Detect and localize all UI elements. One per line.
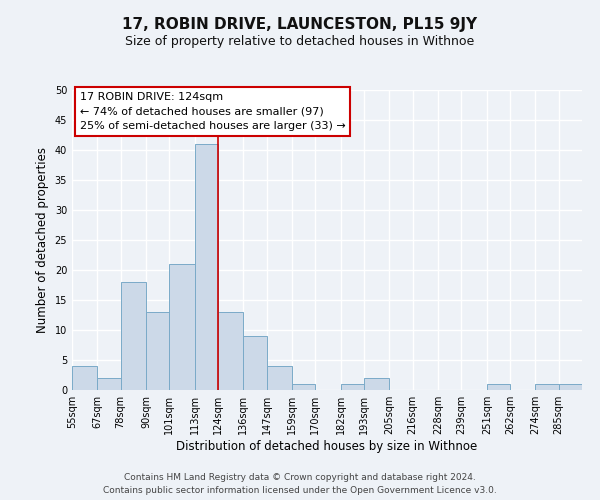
Text: 17, ROBIN DRIVE, LAUNCESTON, PL15 9JY: 17, ROBIN DRIVE, LAUNCESTON, PL15 9JY bbox=[122, 18, 478, 32]
Bar bbox=[121, 282, 146, 390]
Bar bbox=[364, 378, 389, 390]
Bar bbox=[218, 312, 244, 390]
Text: 17 ROBIN DRIVE: 124sqm
← 74% of detached houses are smaller (97)
25% of semi-det: 17 ROBIN DRIVE: 124sqm ← 74% of detached… bbox=[80, 92, 346, 131]
Bar bbox=[195, 144, 218, 390]
Bar bbox=[341, 384, 364, 390]
Bar bbox=[535, 384, 559, 390]
Text: Size of property relative to detached houses in Withnoe: Size of property relative to detached ho… bbox=[125, 35, 475, 48]
Bar bbox=[146, 312, 169, 390]
X-axis label: Distribution of detached houses by size in Withnoe: Distribution of detached houses by size … bbox=[176, 440, 478, 453]
Bar bbox=[72, 366, 97, 390]
Text: Contains HM Land Registry data © Crown copyright and database right 2024.: Contains HM Land Registry data © Crown c… bbox=[124, 472, 476, 482]
Bar bbox=[266, 366, 292, 390]
Y-axis label: Number of detached properties: Number of detached properties bbox=[36, 147, 49, 333]
Bar bbox=[97, 378, 121, 390]
Bar bbox=[244, 336, 266, 390]
Bar bbox=[292, 384, 316, 390]
Bar bbox=[487, 384, 510, 390]
Text: Contains public sector information licensed under the Open Government Licence v3: Contains public sector information licen… bbox=[103, 486, 497, 495]
Bar bbox=[559, 384, 582, 390]
Bar bbox=[169, 264, 195, 390]
